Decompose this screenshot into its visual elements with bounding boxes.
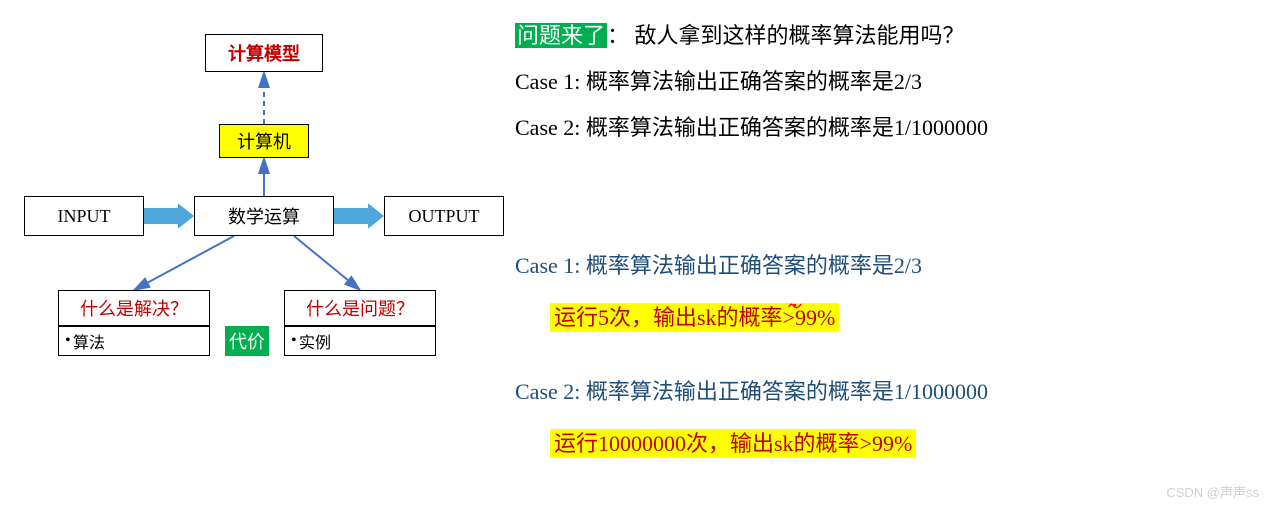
case1-blue: Case 1: 概率算法输出正确答案的概率是2/3 (515, 252, 922, 281)
annot-squiggle-icon (788, 300, 802, 310)
node-input: INPUT (24, 196, 144, 236)
watermark: CSDN @声声ss (1166, 482, 1259, 501)
node-computer: 计算机 (219, 124, 309, 158)
case2b-label: Case 2: (515, 379, 580, 404)
case2-highlight: 运行10000000次，输出sk的概率>99% (550, 429, 916, 458)
case2-label: Case 2: (515, 115, 580, 140)
node-model: 计算模型 (205, 34, 323, 72)
case2-text: 概率算法输出正确答案的概率是1/1000000 (580, 115, 988, 140)
question-line: 问题来了： 敌人拿到这样的概率算法能用吗？ (515, 22, 965, 51)
case1b-text: 概率算法输出正确答案的概率是2/3 (580, 253, 922, 278)
question-rest: 敌人拿到这样的概率算法能用吗？ (635, 23, 965, 48)
question-colon: ： (607, 23, 635, 48)
case2-top: Case 2: 概率算法输出正确答案的概率是1/1000000 (515, 114, 988, 143)
case1-text: 概率算法输出正确答案的概率是2/3 (580, 69, 922, 94)
node-problem: 什么是问题？ (284, 290, 436, 326)
case1-label: Case 1: (515, 69, 580, 94)
case1-top: Case 1: 概率算法输出正确答案的概率是2/3 (515, 68, 922, 97)
node-problem-sub: 实例 (284, 326, 436, 356)
case2-blue: Case 2: 概率算法输出正确答案的概率是1/1000000 (515, 378, 988, 407)
node-solve-sub: 算法 (58, 326, 210, 356)
question-lead: 问题来了 (515, 23, 607, 48)
case2b-text: 概率算法输出正确答案的概率是1/1000000 (580, 379, 988, 404)
node-math: 数学运算 (194, 196, 334, 236)
node-output: OUTPUT (384, 196, 504, 236)
badge-cost: 代价 (225, 326, 269, 356)
case2-highlight-line: 运行10000000次，输出sk的概率>99% (550, 430, 916, 459)
node-solve: 什么是解决？ (58, 290, 210, 326)
case1b-label: Case 1: (515, 253, 580, 278)
